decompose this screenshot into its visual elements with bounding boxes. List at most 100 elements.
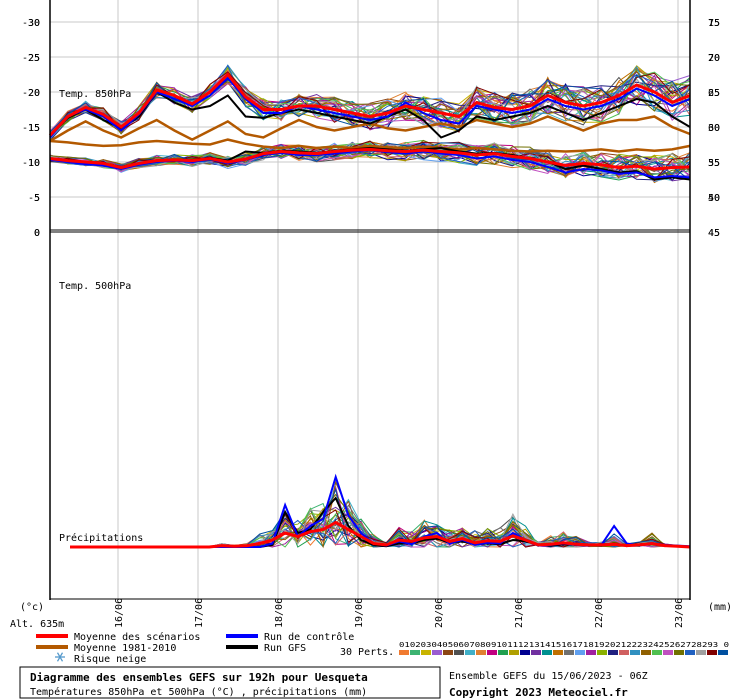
axis-ticks: 16/06 17/06 18/06 19/06 20/06 21/06 22/06 23/06… [22, 18, 720, 628]
pert-swatch [630, 650, 640, 655]
chart-frames [49, 0, 691, 600]
pert-swatch [663, 650, 673, 655]
x-tick-label: 16/06 [114, 598, 125, 628]
control-line [70, 473, 691, 548]
legend-pert-swatches [399, 650, 728, 655]
pert-swatch [597, 650, 607, 655]
y-tick-left-850: 10 [28, 158, 40, 169]
pert-member-line [70, 509, 691, 548]
footer-title: Diagramme des ensembles GEFS sur 192h po… [30, 671, 368, 684]
footer-run-info: Ensemble GEFS du 15/06/2023 - 06Z [449, 671, 648, 682]
pert-member-line [49, 71, 691, 139]
pert-member-line [70, 480, 691, 549]
legend-mean-label: Moyenne des scénarios [74, 631, 200, 643]
pert-swatch [718, 650, 728, 655]
pert-swatch [674, 650, 684, 655]
y-tick-right-850: 70 [708, 53, 720, 64]
y-tick-left-500: -5 [28, 193, 40, 204]
pert-member-line [70, 485, 691, 548]
pert-member-line [49, 71, 691, 135]
y-tick-right-850: 75 [708, 18, 720, 29]
pert-member-line [49, 73, 691, 133]
y-tick-right-500: 35 [708, 158, 720, 169]
right-unit-label: (mm) [708, 602, 732, 613]
x-tick-label: 19/06 [354, 598, 365, 628]
perturbation-lines [49, 64, 691, 549]
pert-swatch [498, 650, 508, 655]
footer-copyright: Copyright 2023 Meteociel.fr [449, 686, 628, 699]
y-tick-right-500: 15 [708, 18, 720, 29]
x-tick-label: 20/06 [434, 598, 445, 628]
mean-line [48, 72, 691, 137]
pert-swatch [619, 650, 629, 655]
pert-swatch [531, 650, 541, 655]
y-tick-right-850: 55 [708, 158, 720, 169]
y-tick-left-500: -15 [22, 123, 40, 134]
legend: Moyenne des scénarios Moyenne 1981-2010 … [36, 631, 729, 665]
legend-climatology-label: Moyenne 1981-2010 [74, 643, 176, 654]
legend-control-label: Run de contrôle [264, 631, 354, 643]
pert-swatch [443, 650, 453, 655]
pert-swatch [399, 650, 409, 655]
panel-label-500: Temp. 500hPa [59, 281, 131, 292]
snowflake-icon [55, 652, 65, 662]
pert-swatch [575, 650, 585, 655]
pert-member-line [70, 487, 691, 548]
pert-swatch [564, 650, 574, 655]
y-tick-right-850: 65 [708, 88, 720, 99]
pert-swatch [432, 650, 442, 655]
pert-swatch [707, 650, 717, 655]
altitude-label: Alt. 635m [10, 619, 64, 630]
pert-swatch [586, 650, 596, 655]
pert-swatch [608, 650, 618, 655]
x-tick-label: 23/06 [674, 598, 685, 628]
footer-subtitle: Températures 850hPa et 500hPa (°C) , pré… [30, 686, 367, 698]
pert-swatch [476, 650, 486, 655]
y-tick-left-500: -10 [22, 158, 40, 169]
y-tick-left-850: 25 [28, 53, 40, 64]
pert-member-line [70, 481, 691, 548]
x-tick-label: 18/06 [274, 598, 285, 628]
x-tick-label: 17/06 [194, 598, 205, 628]
x-tick-label: 21/06 [514, 598, 525, 628]
pert-swatch [520, 650, 530, 655]
y-tick-left-850: 30 [28, 18, 40, 29]
left-unit-label: (°c) [20, 602, 44, 613]
footer-title-box [19, 666, 441, 699]
pert-swatch [421, 650, 431, 655]
pert-swatch [553, 650, 563, 655]
pert-member-line [70, 487, 691, 548]
y-tick-left-850: 0 [34, 228, 40, 239]
legend-gfs-label: Run GFS [264, 643, 306, 654]
pert-swatch [685, 650, 695, 655]
y-tick-right-850: 45 [708, 228, 720, 239]
pert-swatch [509, 650, 519, 655]
y-tick-left-500: -20 [22, 88, 40, 99]
y-tick-right-500: 45 [708, 228, 720, 239]
y-tick-right-500: 20 [708, 53, 720, 64]
main-series [48, 72, 691, 549]
y-tick-right-500: 40 [708, 193, 720, 204]
x-tick-label: 22/06 [594, 598, 605, 628]
panel-label-precip: Précipitations [59, 532, 143, 544]
y-tick-left-850: 20 [28, 88, 40, 99]
pert-swatch [652, 650, 662, 655]
y-tick-right-500: 30 [708, 123, 720, 134]
climatology-line [49, 138, 691, 153]
y-tick-right-850: 60 [708, 123, 720, 134]
mean-line [49, 147, 691, 171]
pert-member-line [49, 139, 691, 171]
panel-label-850: Temp. 850hPa [59, 89, 131, 100]
y-tick-left-500: -25 [22, 53, 40, 64]
pert-swatch [542, 650, 552, 655]
pert-swatch [696, 650, 706, 655]
legend-perts-label: 30 Perts. [340, 647, 394, 658]
pert-swatch [454, 650, 464, 655]
y-tick-right-500: 25 [708, 88, 720, 99]
pert-swatch [410, 650, 420, 655]
legend-snow-label: Risque neige [74, 654, 146, 665]
legend-perts-numbers: 0102030405060708091011121314151617181920… [399, 640, 729, 649]
y-tick-left-850: 15 [28, 123, 40, 134]
y-tick-left-500: 0 [34, 228, 40, 239]
